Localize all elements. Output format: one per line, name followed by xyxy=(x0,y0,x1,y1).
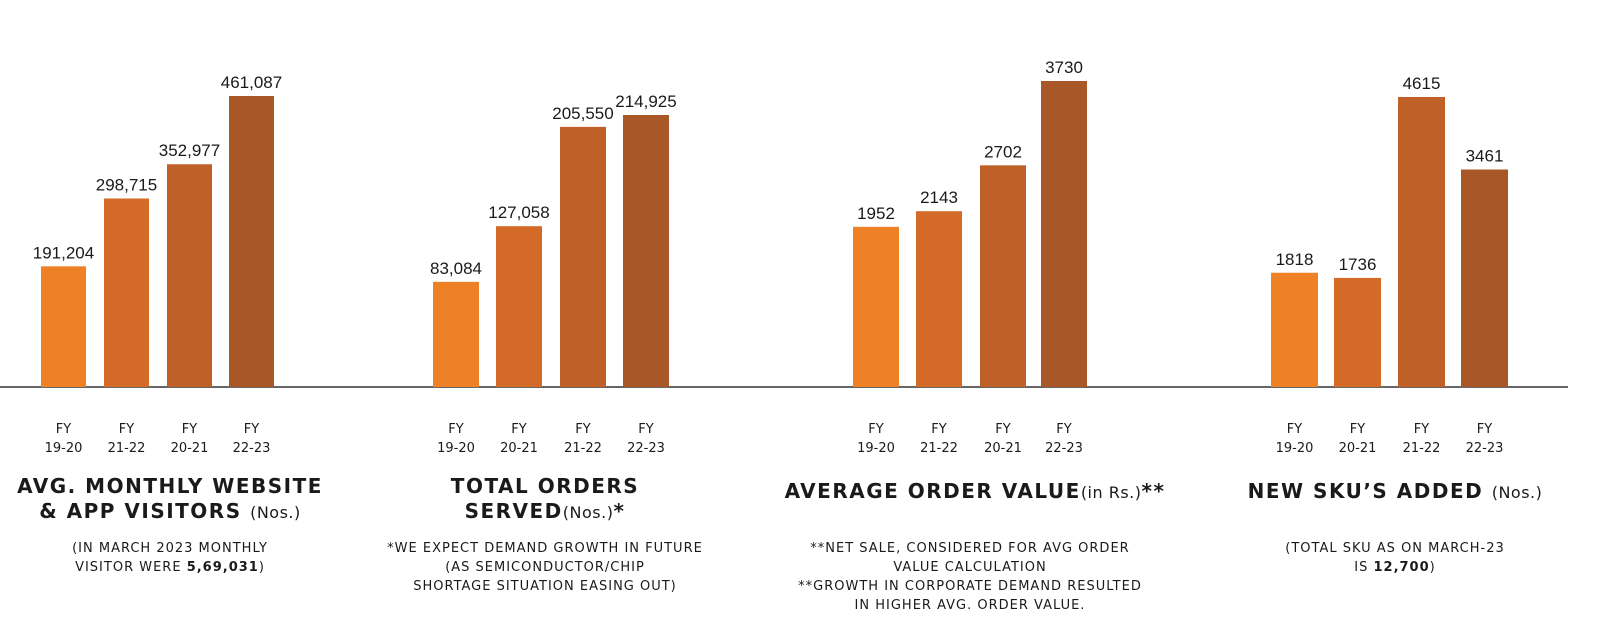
chart-4-bar-1 xyxy=(1271,272,1318,387)
chart-2-bar-2 xyxy=(496,226,542,387)
chart-1-title-line-2: & APP VISITORS xyxy=(39,499,251,523)
chart-3-bar-2 xyxy=(916,211,962,387)
chart-3-bar-label-4: 3730 xyxy=(1045,58,1083,77)
chart-1-title: AVG. MONTHLY WEBSITE & APP VISITORS (Nos… xyxy=(10,474,330,525)
chart-3-bar-4 xyxy=(1041,81,1087,387)
chart-2-title-unit: (Nos.) xyxy=(562,503,614,522)
chart-3-title: AVERAGE ORDER VALUE(in Rs.)** xyxy=(775,479,1175,505)
chart-3-title-unit: (in Rs.) xyxy=(1080,483,1142,502)
chart-2-bar-3 xyxy=(560,126,606,388)
chart-4-note: (TOTAL SKU AS ON MARCH-23 IS 12,700) xyxy=(1235,539,1555,577)
chart-4-bar-label-2: 1736 xyxy=(1339,255,1377,274)
chart-3-bar-3 xyxy=(980,165,1026,387)
chart-3-tick-3: FY 20-21 xyxy=(984,422,1022,456)
chart-1-bar-label-1: 191,204 xyxy=(33,243,94,262)
chart-1-tick-4: FY 22-23 xyxy=(233,422,271,456)
chart-2-title: TOTAL ORDERS SERVED(Nos.)* xyxy=(380,474,710,525)
chart-2-bar-label-2: 127,058 xyxy=(488,203,549,222)
chart-3-note-line-3: **GROWTH IN CORPORATE DEMAND RESULTED xyxy=(798,579,1142,594)
chart-1-bar-4 xyxy=(229,96,274,387)
chart-2-bar-label-1: 83,084 xyxy=(430,259,482,278)
chart-3-tick-4: FY 22-23 xyxy=(1045,422,1083,456)
chart-2-bar-label-3: 205,550 xyxy=(552,104,613,123)
chart-1-note-emphasis: 5,69,031 xyxy=(186,560,259,575)
chart-1-note: (IN MARCH 2023 MONTHLY VISITOR WERE 5,69… xyxy=(10,539,330,577)
chart-4-title: NEW SKU’S ADDED (Nos.) xyxy=(1225,479,1565,505)
chart-2-bar-label-4: 214,925 xyxy=(615,92,676,111)
chart-2-title-line-1: TOTAL ORDERS xyxy=(450,474,640,498)
chart-2-tick-1: FY 19-20 xyxy=(437,422,475,456)
chart-2-tick-4: FY 22-23 xyxy=(627,422,665,456)
chart-2-note-line-2: (AS SEMICONDUCTOR/CHIP xyxy=(445,560,645,575)
chart-4-tick-1: FY 19-20 xyxy=(1276,422,1314,456)
chart-4-tick-4: FY 22-23 xyxy=(1466,422,1504,456)
chart-4-note-tail: ) xyxy=(1429,560,1436,575)
chart-3-bar-label-3: 2702 xyxy=(984,142,1022,161)
chart-2-tick-2: FY 20-21 xyxy=(500,422,538,456)
chart-4-tick-2: FY 20-21 xyxy=(1339,422,1377,456)
chart-3-tick-2: FY 21-22 xyxy=(920,422,958,456)
chart-4-bar-3 xyxy=(1398,97,1445,387)
chart-4-tick-3: FY 21-22 xyxy=(1403,422,1441,456)
chart-3-bar-label-2: 2143 xyxy=(920,188,958,207)
chart-2-note-line-1: *WE EXPECT DEMAND GROWTH IN FUTURE xyxy=(387,541,703,556)
chart-1-note-line-2: VISITOR WERE xyxy=(75,560,187,575)
chart-1-tick-3: FY 20-21 xyxy=(171,422,209,456)
chart-1-note-line-1: (IN MARCH 2023 MONTHLY xyxy=(72,541,268,556)
chart-4-note-line-1: (TOTAL SKU AS ON MARCH-23 xyxy=(1285,541,1505,556)
chart-3-bar-label-1: 1952 xyxy=(857,204,895,223)
chart-3-title-suffix: ** xyxy=(1141,479,1166,503)
chart-1-note-tail: ) xyxy=(258,560,265,575)
chart-1-tick-1: FY 19-20 xyxy=(45,422,83,456)
chart-4-bar-2 xyxy=(1334,277,1381,387)
chart-4-bar-label-3: 4615 xyxy=(1403,74,1441,93)
chart-1-bar-1 xyxy=(41,266,86,387)
chart-4-note-emphasis: 12,700 xyxy=(1373,560,1430,575)
chart-1-bar-3 xyxy=(167,164,212,387)
chart-3-tick-1: FY 19-20 xyxy=(857,422,895,456)
chart-4-bar-label-1: 1818 xyxy=(1276,250,1314,269)
chart-2-bar-1 xyxy=(433,281,479,387)
chart-4-note-line-2: IS xyxy=(1354,560,1374,575)
chart-1-bar-label-2: 298,715 xyxy=(96,175,157,194)
chart-2-note: *WE EXPECT DEMAND GROWTH IN FUTURE (AS S… xyxy=(365,539,725,596)
chart-4-title-unit: (Nos.) xyxy=(1491,483,1543,502)
chart-1-tick-2: FY 21-22 xyxy=(108,422,146,456)
chart-1-bar-2 xyxy=(104,198,149,387)
chart-2-tick-3: FY 21-22 xyxy=(564,422,602,456)
chart-3-title-line-1: AVERAGE ORDER VALUE xyxy=(784,479,1081,503)
chart-4-title-line-1: NEW SKU’S ADDED xyxy=(1247,479,1492,503)
chart-4-bar-label-4: 3461 xyxy=(1466,147,1504,166)
chart-3-note-line-2: VALUE CALCULATION xyxy=(893,560,1047,575)
chart-2-title-line-2: SERVED xyxy=(464,499,563,523)
chart-3-bar-1 xyxy=(853,226,899,387)
chart-2-note-line-3: SHORTAGE SITUATION EASING OUT) xyxy=(413,579,677,594)
chart-2-bar-4 xyxy=(623,115,669,387)
chart-1-bar-label-4: 461,087 xyxy=(221,73,282,92)
chart-3-note: **NET SALE, CONSIDERED FOR AVG ORDER VAL… xyxy=(780,539,1160,615)
chart-3-note-line-1: **NET SALE, CONSIDERED FOR AVG ORDER xyxy=(810,541,1130,556)
chart-1-title-line-1: AVG. MONTHLY WEBSITE xyxy=(17,474,323,498)
chart-1-title-unit: (Nos.) xyxy=(250,503,301,522)
chart-2-title-suffix: * xyxy=(613,499,626,523)
chart-1-bar-label-3: 352,977 xyxy=(159,141,220,160)
chart-3-note-line-4: IN HIGHER AVG. ORDER VALUE. xyxy=(854,598,1086,613)
chart-4-bar-4 xyxy=(1461,169,1508,387)
